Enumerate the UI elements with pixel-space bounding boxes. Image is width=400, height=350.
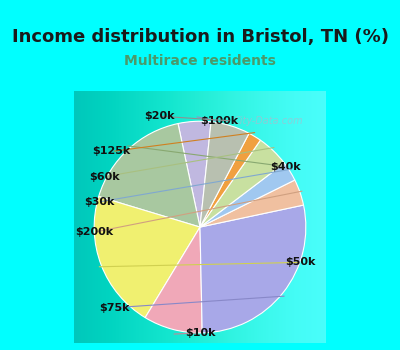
Text: $10k: $10k bbox=[185, 328, 215, 338]
Wedge shape bbox=[200, 180, 304, 227]
Text: $75k: $75k bbox=[99, 303, 130, 313]
Wedge shape bbox=[145, 227, 202, 333]
Text: $30k: $30k bbox=[84, 197, 114, 207]
Text: $40k: $40k bbox=[270, 162, 301, 172]
Text: Income distribution in Bristol, TN (%): Income distribution in Bristol, TN (%) bbox=[12, 28, 388, 46]
Wedge shape bbox=[200, 133, 260, 227]
Text: $100k: $100k bbox=[200, 116, 238, 126]
Wedge shape bbox=[94, 196, 200, 317]
Text: $60k: $60k bbox=[89, 172, 120, 182]
Wedge shape bbox=[178, 121, 211, 227]
Wedge shape bbox=[200, 140, 284, 227]
Text: $200k: $200k bbox=[75, 227, 113, 237]
Text: $125k: $125k bbox=[93, 147, 131, 156]
Wedge shape bbox=[99, 124, 200, 227]
Text: Multirace residents: Multirace residents bbox=[124, 54, 276, 68]
Text: City-Data.com: City-Data.com bbox=[233, 116, 303, 126]
Wedge shape bbox=[200, 163, 295, 227]
Wedge shape bbox=[200, 122, 249, 227]
Text: $20k: $20k bbox=[144, 111, 175, 121]
Text: $50k: $50k bbox=[286, 257, 316, 267]
Wedge shape bbox=[200, 205, 306, 333]
